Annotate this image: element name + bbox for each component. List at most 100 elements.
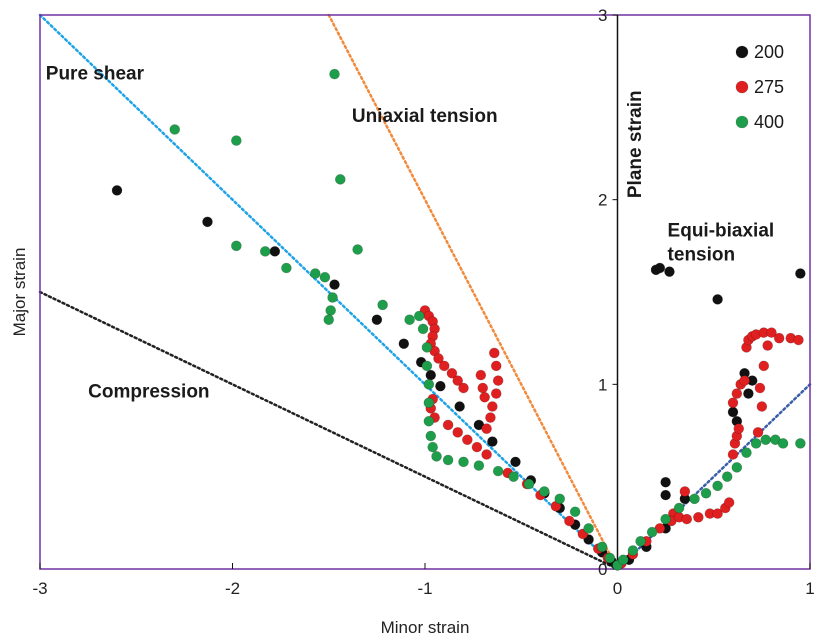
axis-ticks: -3 -2 -1 0 1 0 1 2 3 xyxy=(32,6,814,598)
point-400 xyxy=(281,262,292,274)
point-400 xyxy=(523,478,535,490)
point-400 xyxy=(413,310,425,322)
point-400 xyxy=(352,244,363,255)
point-400 xyxy=(617,554,629,566)
point-275 xyxy=(731,388,743,399)
point-400 xyxy=(596,541,608,553)
point-400 xyxy=(627,545,639,556)
point-275 xyxy=(458,382,469,394)
point-400 xyxy=(492,465,504,477)
y-tick-label: 2 xyxy=(598,191,607,210)
point-275 xyxy=(733,423,745,434)
point-275 xyxy=(446,367,458,379)
point-200 xyxy=(454,401,465,412)
point-275 xyxy=(485,412,496,423)
point-400 xyxy=(473,460,485,471)
point-400 xyxy=(231,240,242,252)
y-tick-label: 1 xyxy=(598,375,607,394)
point-400 xyxy=(583,523,594,534)
point-275 xyxy=(492,375,504,386)
point-275 xyxy=(452,427,464,438)
point-200 xyxy=(660,489,671,501)
point-275 xyxy=(712,508,723,519)
point-275 xyxy=(727,449,739,460)
point-400 xyxy=(635,535,646,547)
point-200 xyxy=(712,294,723,305)
region-label: Equi-biaxial xyxy=(668,221,775,242)
point-400 xyxy=(259,246,271,257)
point-400 xyxy=(421,360,433,372)
point-275 xyxy=(793,334,804,346)
region-label: Uniaxial tension xyxy=(352,106,498,127)
point-400 xyxy=(423,415,435,427)
reference-line-2 xyxy=(38,290,619,571)
point-275 xyxy=(462,434,473,446)
point-275 xyxy=(773,332,785,344)
point-275 xyxy=(487,401,498,412)
point-400 xyxy=(750,438,762,449)
point-400 xyxy=(325,305,336,316)
point-200 xyxy=(111,185,123,196)
point-400 xyxy=(404,314,415,326)
point-400 xyxy=(425,430,437,442)
point-275 xyxy=(438,360,450,372)
legend-label: 275 xyxy=(754,77,784,97)
plot-frame xyxy=(39,14,811,570)
point-200 xyxy=(487,436,498,447)
point-400 xyxy=(760,434,772,446)
point-400 xyxy=(721,471,733,482)
region-label: tension xyxy=(668,245,736,266)
legend-marker xyxy=(735,115,749,129)
point-400 xyxy=(795,438,806,449)
point-400 xyxy=(334,174,346,185)
point-400 xyxy=(458,456,469,468)
point-275 xyxy=(471,441,483,453)
point-275 xyxy=(490,388,502,399)
point-200 xyxy=(269,246,281,257)
point-275 xyxy=(754,382,766,394)
point-275 xyxy=(723,497,735,508)
point-400 xyxy=(569,506,581,518)
region-label: Compression xyxy=(88,381,209,402)
point-275 xyxy=(564,515,575,527)
reference-line-0 xyxy=(38,13,619,571)
point-200 xyxy=(743,388,754,399)
point-200 xyxy=(398,338,410,350)
legend-marker xyxy=(735,80,749,94)
point-400 xyxy=(421,342,433,353)
x-tick-label: 0 xyxy=(613,579,622,598)
point-275 xyxy=(727,397,739,409)
point-400 xyxy=(660,513,671,525)
legend-label: 200 xyxy=(754,42,784,62)
point-400 xyxy=(700,487,712,499)
point-400 xyxy=(323,314,335,326)
point-275 xyxy=(479,391,490,403)
point-275 xyxy=(452,375,464,386)
point-200 xyxy=(660,476,671,488)
point-400 xyxy=(777,438,789,449)
point-400 xyxy=(673,502,685,514)
point-275 xyxy=(442,419,454,431)
point-275 xyxy=(681,513,693,525)
point-200 xyxy=(435,380,446,392)
point-400 xyxy=(741,447,752,458)
point-275 xyxy=(488,347,500,359)
x-tick-label: -3 xyxy=(32,579,47,598)
x-tick-label: -1 xyxy=(417,579,432,598)
x-axis-label: Minor strain xyxy=(381,618,470,637)
point-400 xyxy=(431,451,442,462)
point-400 xyxy=(689,493,700,505)
point-400 xyxy=(423,379,435,390)
point-400 xyxy=(508,471,519,482)
point-400 xyxy=(327,292,338,303)
point-400 xyxy=(329,68,340,80)
point-275 xyxy=(693,511,704,523)
point-400 xyxy=(646,526,658,538)
point-275 xyxy=(679,486,691,497)
point-200 xyxy=(425,369,437,381)
point-400 xyxy=(423,397,435,409)
region-labels: Pure shear Uniaxial tension Compression Equ… xyxy=(46,64,774,403)
point-400 xyxy=(604,552,616,564)
legend: 200 275 400 xyxy=(735,42,784,132)
